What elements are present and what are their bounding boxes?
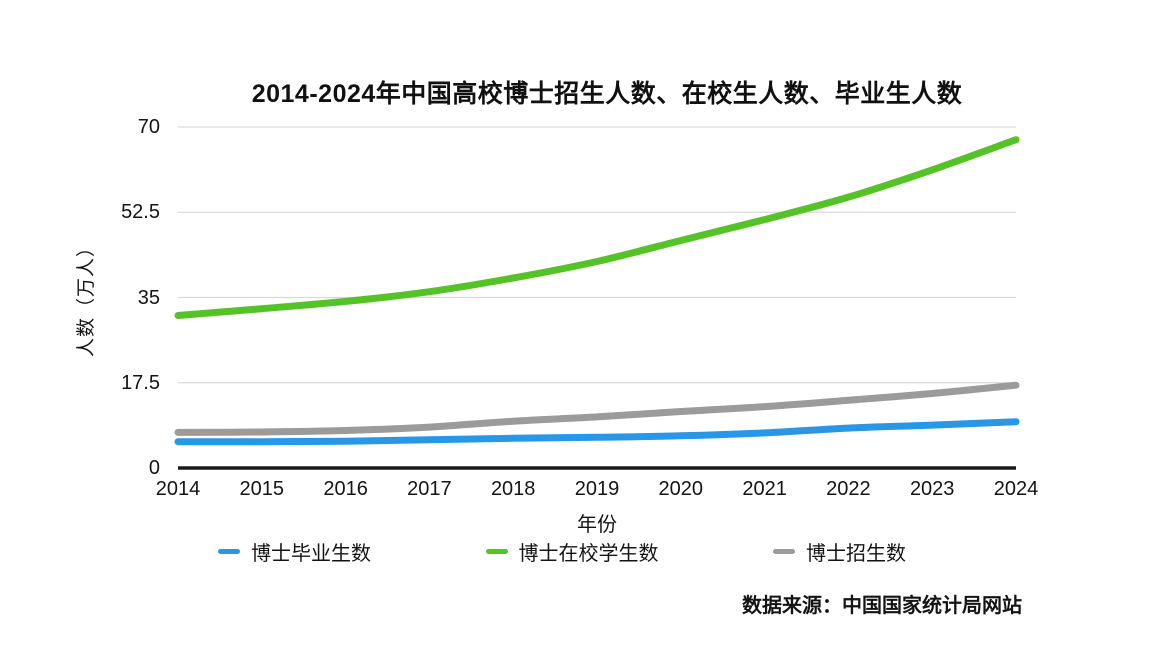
series-line-2	[174, 381, 1020, 436]
x-tick-label: 2019	[574, 478, 620, 500]
series-line-0	[174, 418, 1020, 446]
y-tick-label: 35	[137, 286, 160, 309]
y-tick-label: 70	[137, 116, 160, 138]
chart-title: 2014-2024年中国高校博士招生人数、在校生人数、毕业生人数	[251, 80, 963, 108]
y-axis-title: 人数（万人）	[76, 237, 97, 358]
x-tick-label: 2020	[658, 478, 704, 500]
legend-label: 博士在校学生数	[518, 542, 659, 565]
x-tick-label: 2016	[323, 478, 368, 500]
legend-swatch-icon	[773, 548, 795, 554]
x-tick-label: 2015	[239, 478, 285, 500]
legend-item-0: 博士毕业生数	[218, 537, 371, 566]
series-line-1	[174, 136, 1020, 319]
x-tick-label: 2021	[742, 478, 787, 500]
legend-item-1: 博士在校学生数	[485, 537, 659, 566]
x-tick-label: 2014	[155, 478, 201, 500]
y-tick-label: 17.5	[121, 371, 160, 394]
x-axis-title: 年份	[577, 514, 617, 536]
data-source-note: 数据来源：中国国家统计局网站	[742, 595, 1022, 617]
legend-label: 博士招生数	[806, 542, 906, 565]
legend-item-2: 博士招生数	[773, 537, 906, 566]
chart-legend: 博士毕业生数 博士在校学生数 博士招生数	[218, 537, 906, 566]
x-tick-label: 2022	[826, 478, 871, 500]
x-tick-label: 2018	[490, 478, 536, 500]
x-tick-label: 2024	[993, 478, 1039, 500]
x-tick-label: 2017	[407, 478, 452, 500]
legend-label: 博士毕业生数	[251, 542, 371, 565]
legend-swatch-icon	[485, 548, 508, 554]
y-tick-label: 52.5	[121, 201, 160, 224]
y-tick-label: 0	[148, 457, 160, 479]
legend-swatch-icon	[218, 548, 240, 554]
x-tick-label: 2023	[909, 478, 955, 500]
